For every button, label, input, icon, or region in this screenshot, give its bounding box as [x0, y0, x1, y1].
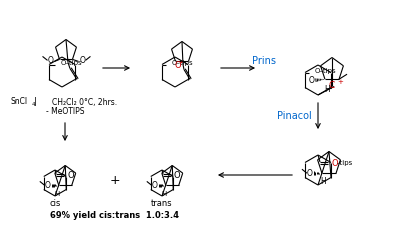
- Text: O: O: [80, 56, 85, 65]
- Text: H: H: [320, 177, 326, 185]
- Text: SnCl: SnCl: [11, 98, 28, 106]
- Text: O: O: [45, 181, 51, 190]
- Text: Pinacol: Pinacol: [277, 111, 311, 121]
- Text: O: O: [307, 169, 313, 178]
- Text: cis: cis: [49, 198, 61, 207]
- Text: +: +: [337, 79, 343, 86]
- Text: •: •: [179, 60, 183, 65]
- Text: CH₂Cl₂ 0°C, 2hrs.: CH₂Cl₂ 0°C, 2hrs.: [52, 98, 118, 106]
- Text: O–tips: O–tips: [61, 61, 83, 67]
- Text: O: O: [67, 170, 74, 180]
- Text: O–tips: O–tips: [172, 61, 194, 67]
- Text: O: O: [175, 61, 181, 70]
- Text: O: O: [331, 158, 338, 168]
- Text: –tips: –tips: [337, 160, 353, 166]
- Text: H: H: [161, 191, 167, 197]
- Text: O: O: [152, 181, 158, 190]
- Text: O–tips: O–tips: [315, 69, 337, 74]
- Text: |: |: [34, 98, 37, 106]
- Text: O: O: [48, 56, 54, 65]
- Text: +: +: [110, 173, 120, 187]
- Text: H: H: [54, 191, 60, 197]
- Text: Prins: Prins: [252, 56, 276, 66]
- Text: trans: trans: [151, 198, 173, 207]
- Text: C: C: [329, 81, 335, 90]
- Text: 69% yield cis:trans  1.0:3.4: 69% yield cis:trans 1.0:3.4: [50, 212, 180, 220]
- Text: O: O: [309, 76, 315, 85]
- Text: 4: 4: [32, 101, 36, 106]
- Text: H: H: [324, 85, 330, 94]
- Text: O: O: [174, 170, 181, 180]
- Text: - MeOTIPS: - MeOTIPS: [46, 108, 84, 116]
